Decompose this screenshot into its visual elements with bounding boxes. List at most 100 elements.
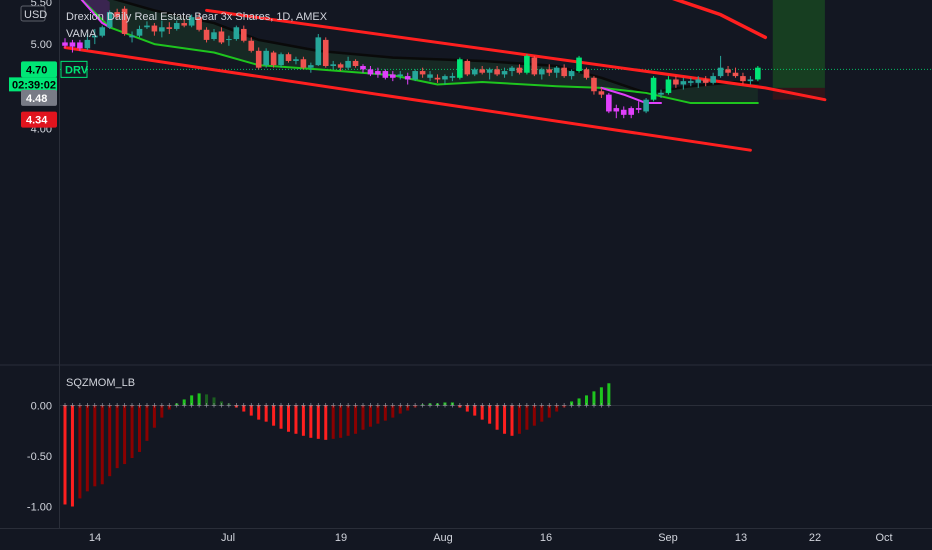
momentum-bar [145, 405, 149, 441]
candle-body [390, 74, 396, 78]
momentum-bar [570, 401, 574, 406]
osc-tick-label: -1.00 [27, 502, 52, 514]
candle-body [710, 76, 716, 83]
candle-body [568, 71, 575, 77]
candle-body [725, 69, 731, 73]
squeeze-cross: + [249, 401, 254, 411]
vama-magenta-segment-1 [600, 86, 662, 105]
momentum-bar [93, 405, 97, 487]
candle-body [322, 39, 329, 66]
squeeze-cross: + [569, 401, 574, 411]
candle-body [464, 60, 471, 75]
candle-body [144, 25, 150, 28]
squeeze-cross: + [420, 401, 425, 411]
currency-label: USD [24, 9, 47, 21]
squeeze-cross: + [591, 401, 596, 411]
momentum-bar [443, 402, 447, 406]
squeeze-cross: + [241, 401, 246, 411]
squeeze-cross: + [204, 401, 209, 411]
squeeze-cross: + [107, 401, 112, 411]
squeeze-cross: + [271, 401, 276, 411]
squeeze-cross: + [584, 401, 589, 411]
momentum-bar [182, 399, 186, 406]
gray-price-badge-bg [21, 89, 57, 106]
squeeze-cross: + [547, 401, 552, 411]
candle-body [173, 23, 180, 29]
momentum-bar [63, 405, 67, 505]
candle-body [382, 71, 389, 78]
momentum-bar [510, 405, 514, 436]
target-zone [772, 0, 825, 88]
osc-tick-label: -0.50 [27, 451, 52, 463]
candle-body [702, 79, 709, 83]
candle-body [620, 109, 627, 115]
candle-body [285, 54, 292, 61]
momentum-bar [473, 405, 477, 416]
momentum-bar [339, 405, 343, 438]
candle-body [181, 23, 187, 26]
vama-magenta-segment-0 [80, 0, 111, 29]
time-tick-label: 19 [335, 532, 347, 544]
candle-body [635, 108, 642, 110]
candle-body [188, 17, 195, 26]
squeeze-cross: + [115, 401, 120, 411]
squeeze-cross: + [345, 401, 350, 411]
price-tick-label: 5.00 [31, 39, 52, 51]
squeeze-cross: + [159, 401, 164, 411]
momentum-bar [272, 405, 276, 426]
momentum-bar [294, 405, 298, 434]
candle-body [628, 108, 634, 115]
candle-body [129, 35, 135, 38]
candle-body [308, 65, 314, 68]
candle-body [62, 42, 68, 46]
momentum-bar [599, 387, 603, 406]
candle-body [196, 17, 202, 30]
squeeze-cross: + [70, 401, 75, 411]
candle-body [427, 74, 433, 78]
momentum-bar [480, 405, 484, 420]
candle-body [673, 79, 679, 85]
momentum-bar [540, 405, 544, 422]
candle-body [479, 69, 485, 73]
momentum-bar [205, 394, 209, 406]
candle-body [404, 76, 411, 80]
momentum-bar [257, 405, 261, 420]
momentum-bar [324, 405, 328, 440]
squeeze-cross: + [196, 401, 201, 411]
momentum-bar [376, 405, 380, 424]
candle-body [151, 25, 158, 32]
candle-body [494, 69, 500, 75]
squeeze-cross: + [539, 401, 544, 411]
last-price-badge: 4.70 [26, 64, 47, 76]
squeeze-cross: + [174, 401, 179, 411]
squeeze-cross: + [144, 401, 149, 411]
candle-body [419, 71, 426, 75]
candle-body [77, 42, 83, 49]
candle-body [412, 71, 418, 80]
momentum-bar [532, 405, 536, 426]
squeeze-cross: + [487, 401, 492, 411]
squeeze-cross: + [413, 401, 418, 411]
candle-body [360, 65, 366, 70]
candle-body [643, 99, 649, 112]
candle-body [69, 42, 76, 47]
osc-tick-label: 0.00 [31, 401, 52, 413]
momentum-bar [577, 398, 581, 406]
squeeze-cross: + [85, 401, 90, 411]
channel-bottom-line [63, 45, 752, 152]
momentum-bar [331, 405, 335, 439]
squeeze-cross: + [457, 401, 462, 411]
squeeze-cross: + [234, 401, 239, 411]
candle-body [315, 37, 322, 66]
candle-body [211, 32, 217, 40]
momentum-bar [413, 405, 417, 408]
squeeze-cross: + [189, 401, 194, 411]
candle-body [695, 79, 702, 83]
squeeze-cross: + [405, 401, 410, 411]
candle-body [84, 39, 91, 49]
squeeze-cross: + [129, 401, 134, 411]
time-tick-label: 16 [540, 532, 552, 544]
squeeze-cross: + [286, 401, 291, 411]
momentum-bar [287, 405, 290, 432]
